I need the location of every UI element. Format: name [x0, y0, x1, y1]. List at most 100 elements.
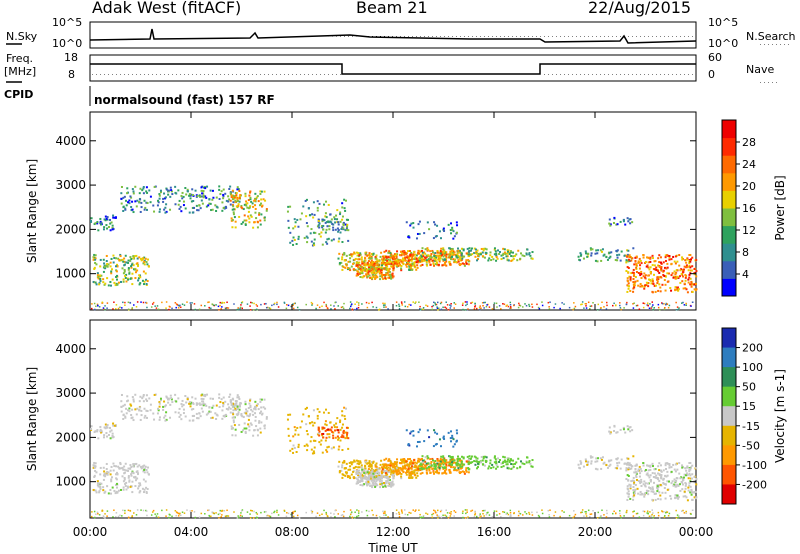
power-echo	[401, 302, 403, 305]
power-echo	[218, 309, 220, 311]
velocity-echo	[332, 431, 335, 434]
velocity-echo	[145, 394, 148, 397]
power-echo	[623, 307, 625, 309]
power-echo	[127, 308, 130, 311]
velocity-echo	[325, 513, 328, 515]
power-echo	[249, 308, 252, 311]
velocity-echo	[273, 511, 275, 514]
power-echo	[276, 303, 278, 306]
power-echo	[640, 272, 643, 275]
power-echo	[153, 210, 156, 213]
power-echo	[220, 302, 223, 304]
power-echo	[109, 265, 112, 268]
power-echo	[126, 277, 129, 280]
power-echo	[357, 304, 360, 306]
power-echo	[367, 266, 370, 269]
power-echo	[375, 274, 378, 277]
power-echo	[358, 258, 361, 261]
velocity-echo	[392, 466, 395, 469]
velocity-echo	[620, 516, 622, 519]
velocity-echo	[467, 516, 469, 518]
power-echo	[228, 187, 231, 190]
power-echo	[390, 262, 393, 265]
velocity-echo	[321, 513, 323, 515]
velocity-echo	[683, 512, 686, 514]
power-echo	[238, 189, 241, 192]
power-echo	[689, 258, 692, 261]
power-echo	[666, 254, 669, 257]
power-echo	[312, 231, 315, 234]
velocity-echo	[302, 413, 305, 416]
velocity-echo	[624, 431, 627, 434]
velocity-echo	[355, 482, 358, 485]
velocity-echo	[495, 510, 498, 513]
velocity-echo	[413, 471, 416, 474]
velocity-echo	[231, 397, 234, 400]
velocity-echo	[260, 398, 263, 401]
power-echo	[387, 308, 389, 310]
power-echo	[262, 198, 265, 201]
velocity-echo	[444, 514, 446, 517]
velocity-echo	[428, 469, 431, 472]
velocity-echo	[492, 466, 495, 469]
power-echo	[666, 266, 669, 269]
power-echo	[687, 281, 690, 284]
power-echo	[97, 277, 100, 280]
power-echo	[229, 199, 232, 202]
velocity-echo	[481, 509, 484, 512]
velocity-echo	[637, 479, 640, 482]
power-echo	[164, 197, 167, 200]
power-echo	[345, 264, 348, 267]
velocity-echo	[538, 515, 541, 518]
power-echo	[198, 204, 201, 207]
power-echo	[433, 221, 436, 224]
power-echo	[480, 307, 482, 309]
power-echo	[131, 272, 134, 275]
power-echo	[121, 258, 124, 261]
velocity-echo	[402, 471, 405, 474]
velocity-echo	[357, 466, 360, 469]
power-echo	[418, 220, 421, 223]
power-echo	[371, 253, 374, 256]
velocity-echo	[635, 471, 638, 474]
power-echo	[464, 301, 467, 303]
velocity-echo	[644, 469, 647, 472]
power-echo	[356, 254, 359, 257]
freq-trace	[90, 63, 696, 75]
velocity-echo	[350, 463, 353, 466]
power-echo	[194, 189, 197, 192]
velocity-echo	[656, 484, 659, 487]
velocity-echo	[427, 467, 430, 470]
power-echo	[128, 272, 131, 275]
velocity-echo	[549, 509, 551, 511]
velocity-echo	[363, 476, 366, 479]
power-echo	[93, 267, 96, 270]
power-echo	[406, 261, 409, 264]
velocity-echo	[152, 509, 155, 512]
velocity-echo	[506, 457, 509, 460]
velocity-echo	[415, 462, 418, 465]
power-echo	[420, 308, 423, 311]
velocity-echo	[385, 469, 388, 472]
velocity-echo	[651, 472, 654, 475]
velocity-echo	[305, 423, 308, 426]
power-echo	[403, 301, 406, 303]
power-echo	[117, 257, 120, 260]
velocity-echo	[221, 409, 224, 412]
power-echo	[255, 217, 258, 220]
power-echo	[206, 185, 209, 188]
power-echo	[629, 276, 632, 279]
velocity-echo	[483, 464, 486, 467]
power-echo	[581, 301, 584, 303]
velocity-echo	[453, 515, 455, 517]
power-echo	[651, 264, 654, 267]
power-echo	[474, 305, 477, 307]
velocity-echo	[103, 516, 105, 519]
velocity-echo	[115, 482, 118, 485]
velocity-echo	[337, 513, 340, 515]
velocity-echo	[333, 513, 335, 515]
velocity-echo	[107, 433, 110, 436]
velocity-echo	[379, 463, 382, 466]
velocity-echo	[214, 412, 217, 415]
velocity-echo	[253, 510, 255, 513]
